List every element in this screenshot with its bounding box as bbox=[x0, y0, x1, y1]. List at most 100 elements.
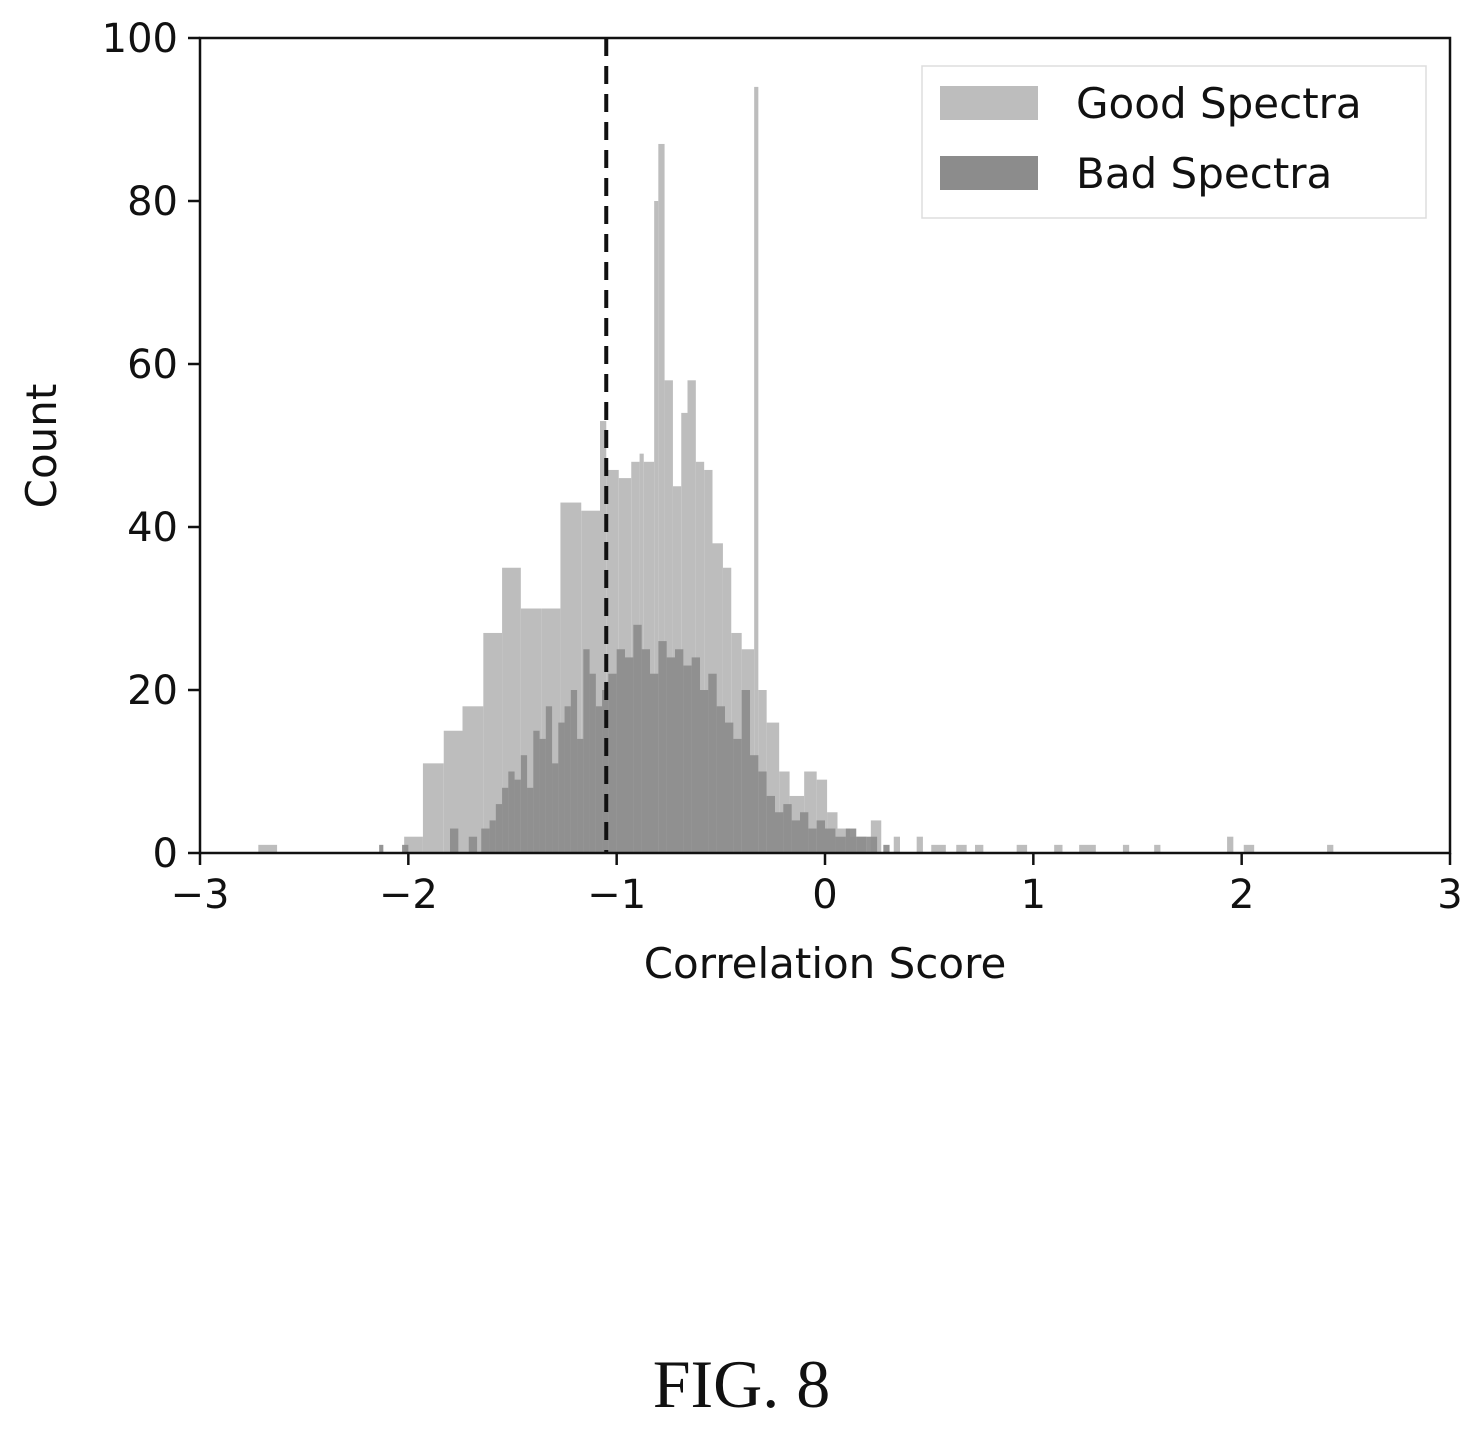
good-spectra-bar-22 bbox=[687, 380, 696, 853]
bad-spectra-bar-47 bbox=[800, 812, 809, 853]
bad-spectra-bar-20 bbox=[583, 649, 590, 853]
good-spectra-bar-25 bbox=[712, 543, 723, 853]
good-spectra-bar-3 bbox=[443, 730, 463, 853]
good-spectra-bar-0 bbox=[258, 844, 278, 853]
bad-spectra-bar-43 bbox=[766, 795, 775, 853]
y-tick-label: 20 bbox=[127, 668, 178, 714]
good-spectra-bar-2 bbox=[422, 763, 444, 853]
bad-spectra-bar-45 bbox=[783, 804, 792, 853]
good-spectra-bar-26 bbox=[722, 567, 732, 853]
bad-spectra-bar-24 bbox=[608, 673, 617, 853]
figure-caption: FIG. 8 bbox=[652, 1346, 831, 1422]
bad-spectra-bar-11 bbox=[527, 787, 534, 853]
good-spectra-bar-17 bbox=[654, 201, 659, 853]
bad-spectra-bar-29 bbox=[650, 673, 659, 853]
x-tick-label: 1 bbox=[1021, 872, 1046, 918]
bad-spectra-bar-3 bbox=[468, 836, 478, 853]
bad-spectra-bar-27 bbox=[633, 624, 642, 853]
good-spectra-bar-43 bbox=[956, 844, 967, 853]
y-axis-label: Count bbox=[17, 384, 66, 509]
bad-spectra-bar-35 bbox=[700, 690, 709, 853]
y-tick-label: 40 bbox=[127, 505, 178, 551]
y-tick-label: 0 bbox=[153, 831, 178, 877]
bad-spectra-bar-37 bbox=[716, 706, 725, 853]
bad-spectra-bar-42 bbox=[758, 771, 767, 853]
bad-spectra-bar-2 bbox=[450, 828, 459, 853]
y-tick-label: 80 bbox=[127, 179, 178, 225]
bad-spectra-bar-38 bbox=[725, 722, 734, 853]
bad-spectra-bar-14 bbox=[545, 706, 553, 853]
bad-spectra-bar-28 bbox=[641, 649, 650, 853]
good-spectra-bar-21 bbox=[681, 412, 688, 853]
bad-spectra-bar-34 bbox=[691, 657, 700, 853]
bad-spectra-bar-16 bbox=[558, 722, 565, 853]
bad-spectra-bar-7 bbox=[502, 787, 509, 853]
good-spectra-bar-24 bbox=[704, 469, 713, 853]
bad-spectra-bar-0 bbox=[379, 844, 384, 853]
bad-spectra-bar-21 bbox=[589, 673, 596, 853]
x-tick-label: −1 bbox=[587, 872, 646, 918]
y-tick-label: 60 bbox=[127, 342, 178, 388]
bad-spectra-bar-44 bbox=[775, 812, 784, 853]
good-spectra-bar-40 bbox=[893, 836, 900, 853]
bad-spectra-bar-5 bbox=[489, 820, 496, 853]
bad-spectra-bar-48 bbox=[808, 828, 817, 853]
bad-spectra-bar-22 bbox=[595, 706, 603, 853]
bad-spectra-bar-32 bbox=[675, 649, 684, 853]
histogram-chart: −3 −2 −1 0 1 2 3 0 20 40 60 80 100 Correlation Scor… bbox=[17, 16, 1463, 988]
bad-spectra-bar-26 bbox=[625, 657, 634, 853]
x-tick-label: −2 bbox=[379, 872, 438, 918]
good-spectra-bar-11 bbox=[600, 421, 607, 853]
bad-spectra-bar-41 bbox=[750, 755, 759, 853]
bad-spectra-bar-51 bbox=[835, 836, 846, 853]
good-spectra-bar-42 bbox=[931, 844, 946, 853]
good-spectra-bar-5 bbox=[483, 632, 503, 853]
legend-swatch-good-spectra bbox=[940, 86, 1038, 120]
bad-spectra-bar-30 bbox=[658, 641, 667, 853]
bad-spectra-bar-18 bbox=[570, 690, 578, 853]
bad-spectra-bar-46 bbox=[791, 820, 800, 853]
bad-spectra-bar-1 bbox=[402, 844, 409, 853]
bad-spectra-bar-31 bbox=[666, 657, 675, 853]
bad-spectra-bar-40 bbox=[741, 690, 750, 853]
good-spectra-bar-15 bbox=[639, 453, 644, 853]
bad-spectra-bar-50 bbox=[825, 828, 836, 853]
bad-spectra-bar-17 bbox=[564, 706, 571, 853]
bad-spectra-bar-54 bbox=[866, 836, 878, 853]
bad-spectra-bar-25 bbox=[616, 649, 625, 853]
bad-spectra-bar-15 bbox=[552, 763, 559, 853]
good-spectra-bar-49 bbox=[1154, 844, 1161, 853]
bad-spectra-bar-13 bbox=[539, 738, 546, 853]
x-tick-label: 3 bbox=[1437, 872, 1462, 918]
good-spectra-bar-44 bbox=[975, 844, 984, 853]
good-spectra-bar-4 bbox=[462, 706, 484, 853]
bad-spectra-bar-36 bbox=[708, 673, 717, 853]
x-axis-ticks: −3 −2 −1 0 1 2 3 bbox=[171, 853, 1463, 918]
bad-spectra-bar-10 bbox=[520, 755, 528, 853]
legend-label-good-spectra: Good Spectra bbox=[1076, 79, 1362, 128]
bad-spectra-bar-12 bbox=[533, 730, 540, 853]
good-spectra-bar-48 bbox=[1122, 844, 1130, 853]
legend-swatch-bad-spectra bbox=[940, 156, 1038, 190]
bad-spectra-bar-19 bbox=[577, 738, 584, 853]
bad-spectra-bar-4 bbox=[481, 828, 490, 853]
bad-spectra-bar-33 bbox=[683, 665, 692, 853]
bad-spectra-bars bbox=[379, 624, 890, 853]
x-axis-label: Correlation Score bbox=[644, 939, 1007, 988]
legend-label-bad-spectra: Bad Spectra bbox=[1076, 149, 1332, 198]
good-spectra-bar-51 bbox=[1243, 844, 1255, 853]
bad-spectra-bar-53 bbox=[856, 836, 867, 853]
bad-spectra-bar-55 bbox=[883, 844, 890, 853]
good-spectra-bar-50 bbox=[1227, 836, 1234, 853]
bad-spectra-bar-8 bbox=[508, 771, 515, 853]
good-spectra-bar-52 bbox=[1327, 844, 1334, 853]
good-spectra-bar-29 bbox=[754, 86, 759, 853]
y-axis-ticks: 0 20 40 60 80 100 bbox=[102, 16, 200, 877]
bad-spectra-bar-39 bbox=[733, 738, 742, 853]
good-spectra-bar-46 bbox=[1054, 844, 1063, 853]
legend: Good Spectra Bad Spectra bbox=[921, 65, 1427, 219]
bad-spectra-bar-9 bbox=[514, 779, 521, 853]
good-spectra-bar-41 bbox=[916, 836, 923, 853]
x-tick-label: 2 bbox=[1229, 872, 1254, 918]
good-spectra-bar-19 bbox=[664, 380, 673, 853]
